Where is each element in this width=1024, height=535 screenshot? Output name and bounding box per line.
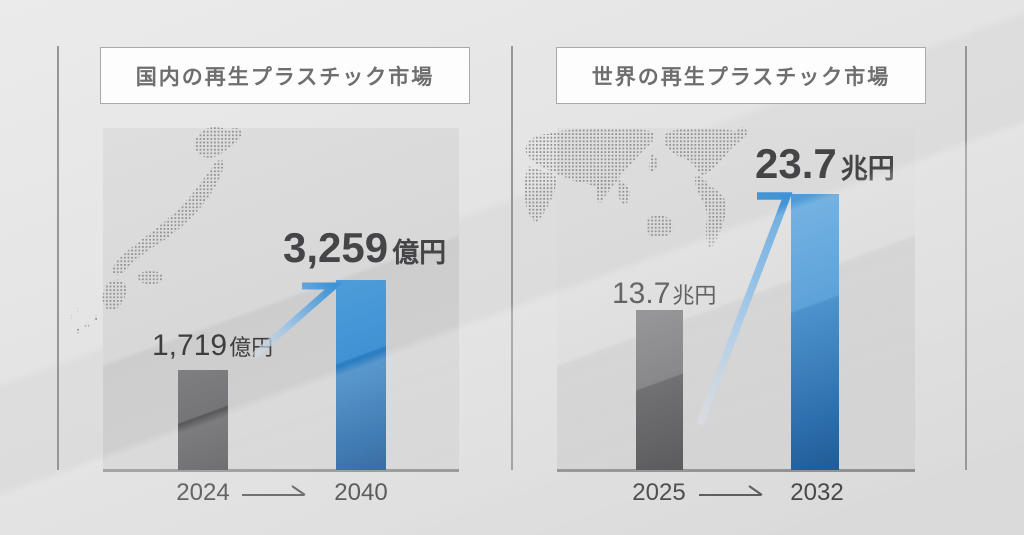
- domestic-start-year-label: 2024: [176, 479, 230, 506]
- world-2032-value: 23.7: [755, 140, 837, 187]
- world-2025-unit: 兆円: [672, 283, 717, 308]
- world-2032-value-label: 23.7 兆円: [755, 140, 895, 188]
- domestic-2040-unit: 億円: [392, 238, 447, 268]
- world-2032-bar: [791, 194, 839, 470]
- domestic-2024-value-label: 1,719 億円: [152, 329, 273, 363]
- left-divider-line: [57, 46, 59, 470]
- domestic-end-year-label: 2040: [334, 479, 388, 506]
- world-year-transition-arrow-icon: [699, 485, 763, 496]
- center-divider-line: [511, 46, 513, 470]
- domestic-2024-value: 1,719: [152, 329, 228, 362]
- domestic-chart-title-box: 国内の再生プラスチック市場: [100, 47, 470, 104]
- domestic-2024-unit: 億円: [229, 335, 274, 360]
- domestic-chart-plot-area: [103, 128, 459, 472]
- world-2025-value-label: 13.7 兆円: [612, 277, 716, 311]
- world-end-year-label: 2032: [790, 479, 844, 506]
- world-2025-bar: [636, 310, 683, 470]
- domestic-2040-value: 3,259: [283, 224, 389, 271]
- world-2032-unit: 兆円: [840, 154, 895, 184]
- domestic-year-transition-arrow-icon: [242, 485, 306, 496]
- world-chart-title-box: 世界の再生プラスチック市場: [556, 47, 926, 104]
- world-start-year-label: 2025: [632, 479, 686, 506]
- domestic-chart-title: 国内の再生プラスチック市場: [135, 65, 435, 89]
- right-divider-line: [965, 46, 967, 470]
- domestic-2024-bar: [178, 370, 228, 470]
- world-chart-title: 世界の再生プラスチック市場: [591, 65, 891, 89]
- world-2025-value: 13.7: [612, 277, 671, 310]
- domestic-2040-bar: [336, 280, 386, 470]
- domestic-2040-value-label: 3,259 億円: [283, 224, 446, 272]
